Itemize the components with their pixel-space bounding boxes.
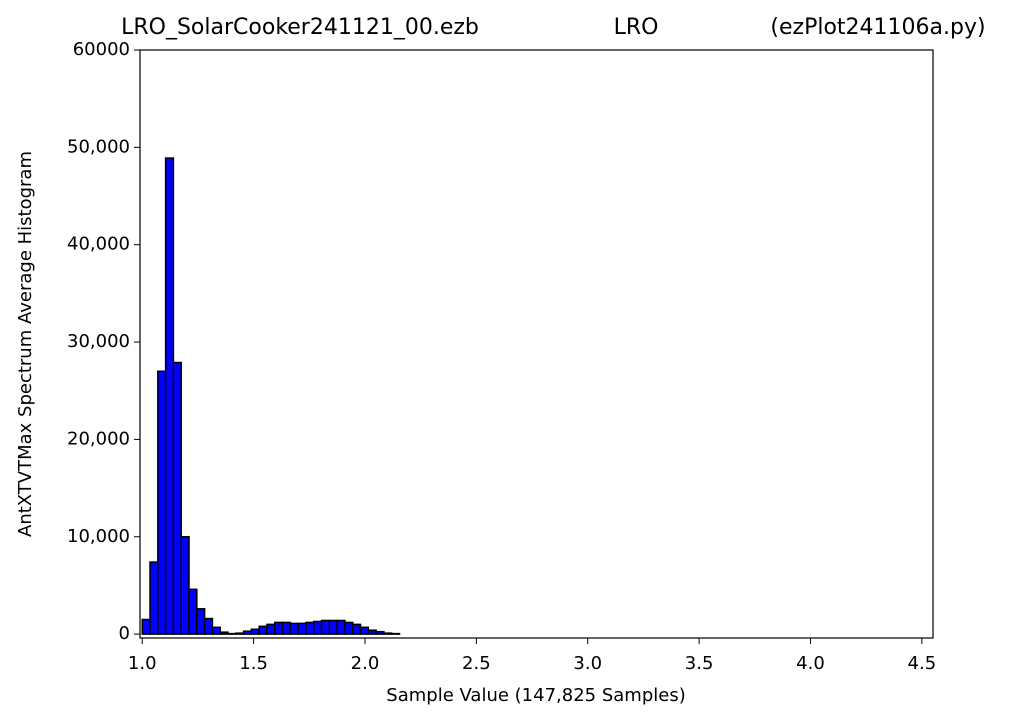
chart-title: LRO (614, 15, 659, 40)
y-tick-label: 20,000 (67, 428, 130, 449)
bar (312, 620, 323, 635)
bar (383, 632, 393, 635)
y-tick-label: 10,000 (67, 526, 130, 547)
y-tick-label: 40,000 (67, 234, 130, 255)
bar (157, 370, 167, 635)
bar (242, 630, 253, 635)
bar (297, 622, 307, 635)
bar (235, 632, 245, 635)
bar (320, 619, 331, 635)
bar (344, 621, 354, 635)
x-tick-label: 1.5 (239, 653, 268, 674)
bar (351, 623, 362, 635)
x-tick-label: 4.0 (796, 653, 825, 674)
bar (196, 608, 206, 635)
bar (211, 626, 221, 635)
bar (149, 561, 159, 635)
bar (359, 626, 370, 635)
y-tick-label: 50,000 (67, 136, 130, 157)
bar (188, 588, 198, 635)
x-tick-label: 2.0 (351, 653, 380, 674)
x-axis-label: Sample Value (147,825 Samples) (386, 685, 685, 706)
bar (180, 536, 190, 635)
bar (367, 629, 377, 635)
x-tick-label: 4.5 (908, 653, 937, 674)
bar (266, 623, 276, 635)
x-tick-label: 3.5 (685, 653, 714, 674)
bar (164, 157, 175, 635)
bar (375, 630, 385, 635)
bar (281, 621, 292, 635)
x-tick-label: 1.0 (128, 653, 157, 674)
bar (274, 621, 284, 635)
bar (203, 617, 214, 635)
y-axis-label: AntXTVTMax Spectrum Average Histogram (15, 151, 36, 537)
bar (250, 628, 260, 635)
bar (336, 619, 346, 635)
bar (141, 618, 151, 635)
bar (305, 621, 315, 635)
bar (258, 625, 268, 635)
chart-title: (ezPlot241106a.py) (770, 15, 985, 40)
bar (172, 361, 182, 635)
chart-title: LRO_SolarCooker241121_00.ezb (121, 15, 479, 40)
bar (328, 619, 338, 635)
x-tick-label: 3.0 (573, 653, 602, 674)
y-tick-label: 0 (119, 623, 130, 644)
plot-frame (139, 49, 934, 639)
bar (289, 622, 299, 635)
bar (219, 631, 229, 635)
x-tick-label: 2.5 (462, 653, 491, 674)
y-tick-label: 60000 (73, 39, 130, 60)
y-tick-label: 30,000 (67, 331, 130, 352)
